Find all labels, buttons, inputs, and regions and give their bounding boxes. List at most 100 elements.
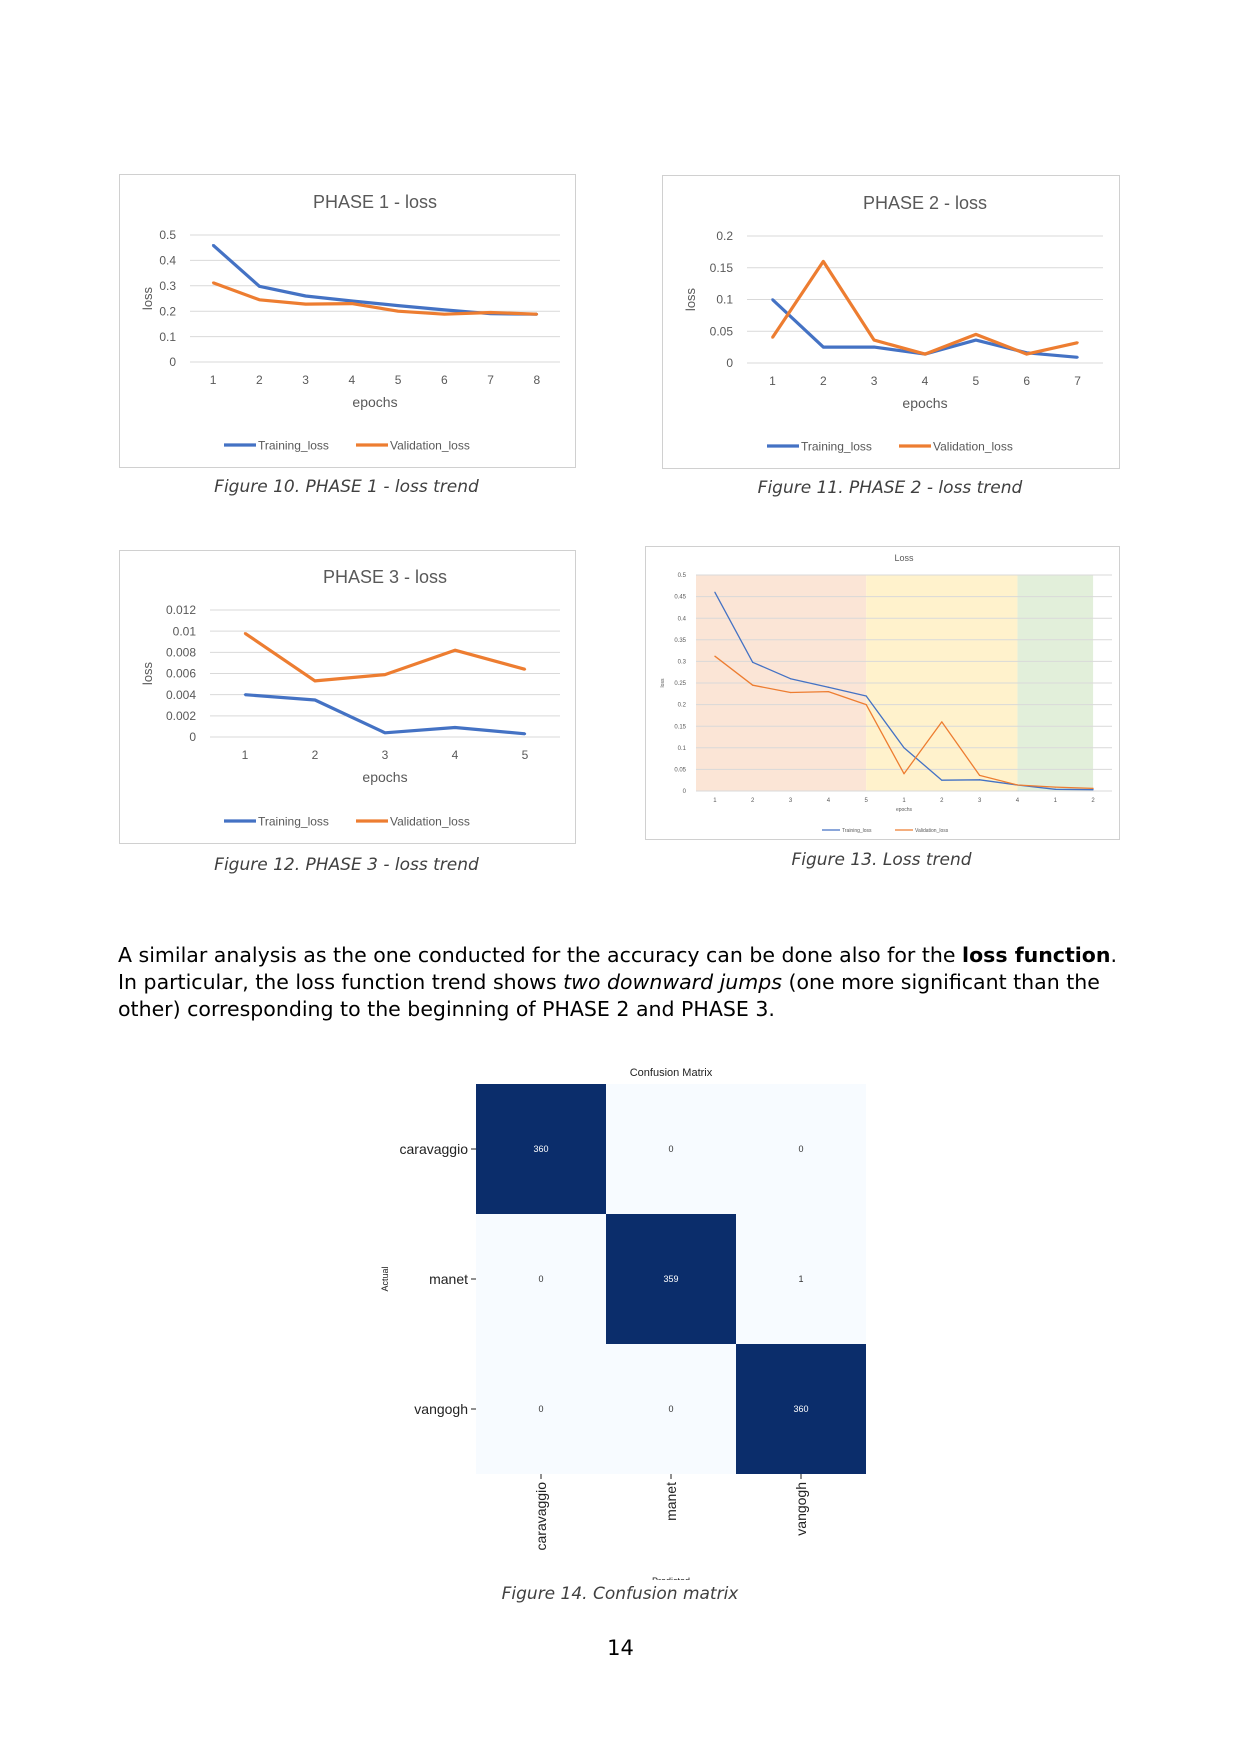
y-tick-label: 0.006 — [166, 667, 196, 681]
series-line-validation-loss — [212, 281, 537, 316]
legend-label: Training_loss — [258, 815, 329, 829]
data-point — [941, 721, 943, 723]
y-tick-label: 0.05 — [710, 324, 734, 338]
x-axis-label: epochs — [362, 769, 407, 785]
data-point — [979, 774, 981, 777]
y-tick-label: 0.45 — [674, 595, 686, 601]
body-paragraph: A similar analysis as the one conducted … — [118, 942, 1128, 1023]
data-point — [350, 299, 354, 303]
data-point — [489, 311, 492, 314]
x-tick-label: 2 — [1091, 798, 1095, 804]
data-point — [827, 686, 829, 688]
data-point — [243, 632, 247, 635]
y-tick-label: 0.3 — [678, 660, 687, 666]
x-tick-label: 4 — [827, 798, 831, 804]
y-tick-label: 0.004 — [166, 688, 196, 702]
y-tick-label: 0.01 — [173, 624, 197, 638]
page-number: 14 — [607, 1636, 634, 1660]
x-tick-label: 2 — [256, 373, 263, 387]
matrix-cell — [736, 1344, 866, 1474]
x-tick-label: 5 — [865, 798, 869, 804]
chart-title: PHASE 3 - loss — [323, 567, 447, 587]
y-tick-label: 0.3 — [159, 279, 176, 293]
figure-caption: Figure 14. Confusion matrix — [501, 1584, 739, 1604]
x-axis-label: Predicted — [652, 1576, 690, 1580]
data-point — [383, 731, 387, 734]
data-point — [243, 693, 247, 696]
chart-phase3-svg: PHASE 3 - loss 0 0.002 0.004 0.006 0.008 0.01 0… — [140, 567, 560, 829]
data-point — [903, 773, 905, 775]
x-tick-label: 5 — [395, 373, 402, 387]
data-point — [313, 698, 317, 702]
chart-overall: Loss 0 0.05 0.1 0.15 0.2 0.25 0.3 0.35 0.4 0.45 0.5… — [645, 546, 1120, 840]
data-point — [396, 310, 400, 313]
data-point — [714, 591, 716, 593]
data-point — [771, 336, 774, 339]
series-line-training-loss — [771, 298, 1078, 359]
legend-label: Validation_loss — [390, 439, 470, 453]
y-tick-label: 0.35 — [674, 638, 686, 644]
data-point — [304, 294, 307, 298]
data-point — [752, 661, 754, 663]
x-tick-label: 2 — [940, 798, 944, 804]
matrix-cell-value: 0 — [668, 1404, 673, 1414]
y-tick-label: 0.1 — [159, 330, 176, 344]
chart-phase1: PHASE 1 - loss 0 0.1 0.2 0.3 0.4 0.5 1 2 3 4 5 6 7 8 ep… — [119, 174, 576, 468]
data-point — [258, 285, 261, 288]
chart-title: Loss — [894, 553, 914, 563]
data-point — [923, 352, 927, 356]
para-bold: loss function — [962, 943, 1111, 967]
y-tick-label: 0.1 — [678, 746, 687, 752]
x-tick-label: 3 — [302, 373, 309, 387]
series-line-training-loss — [244, 693, 526, 736]
figure-caption: Figure 10. PHASE 1 - loss trend — [214, 477, 479, 497]
y-axis-label: Actual — [380, 1266, 390, 1291]
data-point — [822, 260, 825, 263]
data-point — [872, 345, 876, 349]
data-point — [350, 302, 354, 305]
y-tick-label: 0 — [169, 355, 176, 369]
legend-label: Training_loss — [842, 828, 872, 834]
x-tick-label: 2 — [312, 748, 319, 762]
y-tick-label: 0 — [726, 356, 733, 370]
data-point — [258, 298, 261, 301]
x-tick-label: 1 — [769, 374, 776, 388]
data-point — [1054, 786, 1056, 788]
data-point — [771, 298, 774, 301]
x-tick-label: 3 — [871, 374, 878, 388]
figure-caption: Figure 11. PHASE 2 - loss trend — [757, 478, 1023, 498]
data-point — [789, 678, 792, 680]
x-tick-label: 6 — [441, 373, 448, 387]
data-point — [941, 779, 943, 781]
x-tick-label: 1 — [1054, 798, 1058, 804]
matrix-cell — [606, 1214, 736, 1344]
matrix-cell-value: 360 — [533, 1144, 548, 1154]
legend-label: Validation_loss — [933, 440, 1013, 454]
y-tick-label: 0 — [189, 730, 196, 744]
x-tick-label: 7 — [1074, 374, 1081, 388]
series-line-training-loss — [212, 244, 537, 316]
y-axis-label: loss — [140, 286, 155, 310]
data-point — [443, 313, 446, 316]
chart-phase2-svg: PHASE 2 - loss 0 0.05 0.1 0.15 0.2 1 2 3 4 5 6 7 epoc… — [683, 193, 1103, 454]
data-point — [1092, 787, 1094, 790]
para-text: A similar analysis as the one conducted … — [118, 943, 963, 967]
chart-title: PHASE 2 - loss — [863, 193, 987, 213]
data-point — [1016, 784, 1019, 786]
y-tick-label: 0.2 — [678, 703, 687, 709]
data-point — [453, 649, 457, 652]
y-tick-label: 0.008 — [166, 646, 196, 660]
matrix-cell — [476, 1084, 606, 1214]
matrix-title: Confusion Matrix — [630, 1067, 713, 1079]
data-point — [903, 747, 905, 749]
x-tick-label: 2 — [820, 374, 827, 388]
x-tick-label: 4 — [452, 748, 459, 762]
data-point — [865, 704, 867, 706]
x-axis-label: epochs — [352, 394, 397, 410]
y-tick-label: 0.012 — [166, 603, 196, 617]
para-italic: two downward jumps — [563, 970, 782, 994]
data-point — [1092, 789, 1094, 791]
y-tick-label: 0.15 — [710, 261, 734, 275]
matrix-cell — [736, 1084, 866, 1214]
row-label: caravaggio — [400, 1141, 469, 1157]
